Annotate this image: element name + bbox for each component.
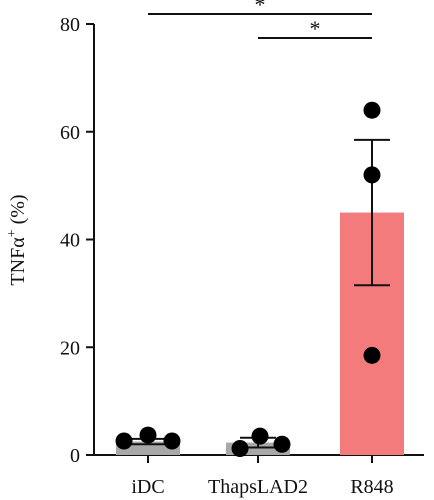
significance-brackets: ** [148,0,372,41]
y-tick-label: 60 [60,122,80,144]
data-point [273,435,291,453]
y-axis-title-unit: (%) [7,194,29,224]
y-axis-title-main: TNFα [7,237,29,286]
data-point [363,346,381,364]
x-tick-label: iDC [131,476,164,498]
significance-label: * [255,0,266,17]
data-point [163,432,181,450]
x-tick-label: ThapsLAD2 [208,476,308,498]
data-point [251,427,269,445]
data-point [139,426,157,444]
y-axis-title: TNFα+ (%) [5,194,29,285]
data-point [363,166,381,184]
y-axis-title-superscript: + [5,229,20,237]
data-point [363,101,381,119]
significance-label: * [310,16,321,41]
data-point [231,440,249,458]
data-point [115,432,133,450]
x-axis: iDC ThapsLAD2 R848 [94,454,424,498]
bars [116,212,404,455]
y-axis: 0 20 40 60 80 [60,14,95,467]
y-tick-label: 80 [60,14,80,36]
data-points [115,101,381,458]
y-ticks: 0 20 40 60 80 [60,14,94,467]
x-ticks: iDC ThapsLAD2 R848 [131,455,394,498]
x-tick-label: R848 [350,476,393,498]
y-tick-label: 0 [70,445,80,467]
y-tick-label: 20 [60,337,80,359]
y-tick-label: 40 [60,230,80,252]
